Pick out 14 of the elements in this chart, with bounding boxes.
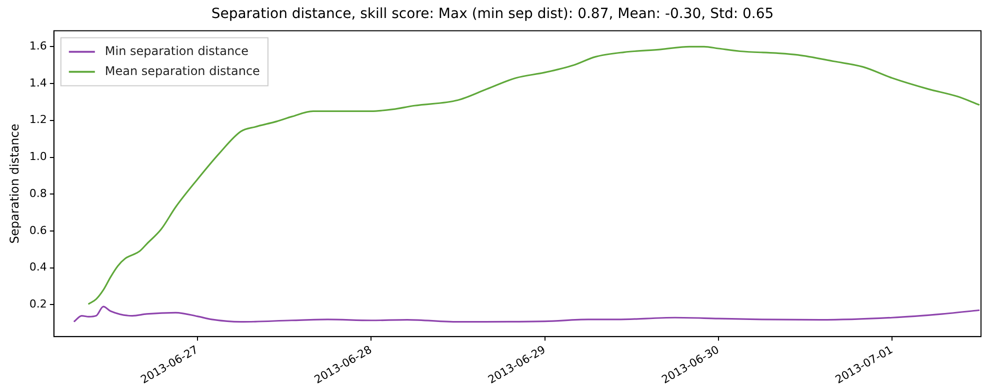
y-tick-label: 0.8 bbox=[29, 186, 47, 200]
y-axis-title: Separation distance bbox=[7, 124, 22, 244]
chart-title: Separation distance, skill score: Max (min sep dist): 0.87, Mean: -0.30, Std: 0.65 bbox=[211, 6, 774, 22]
y-tick-label: 0.4 bbox=[29, 260, 47, 274]
legend-label: Mean separation distance bbox=[104, 64, 260, 78]
y-tick-label: 1.4 bbox=[29, 76, 47, 90]
legend-label: Min separation distance bbox=[104, 44, 249, 58]
y-tick-label: 0.6 bbox=[29, 224, 47, 237]
y-tick-label: 1.2 bbox=[29, 113, 47, 126]
line-series bbox=[88, 46, 980, 305]
y-tick-label: 1.0 bbox=[29, 150, 47, 164]
line-series bbox=[74, 306, 980, 323]
y-tick-label: 0.2 bbox=[29, 298, 47, 311]
y-tick-label: 1.6 bbox=[29, 40, 47, 53]
